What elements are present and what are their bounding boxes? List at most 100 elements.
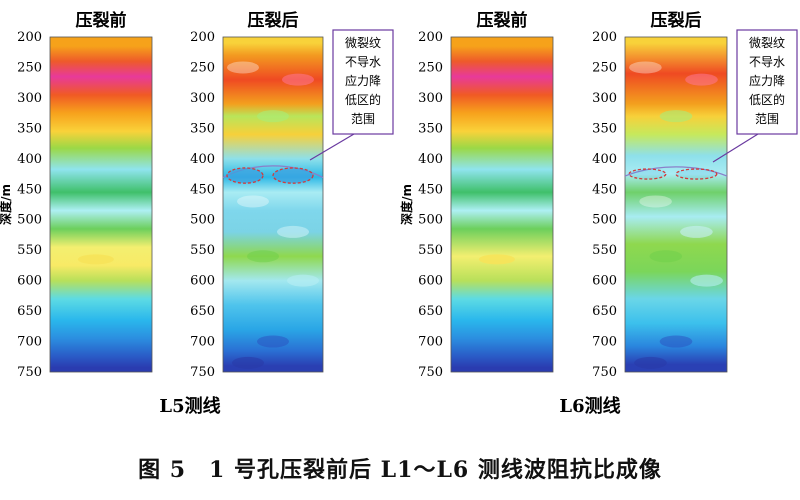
y-tick-label: 750 — [17, 365, 42, 380]
y-tick-label: 250 — [592, 60, 617, 75]
texture-blob — [227, 61, 259, 74]
impedance-image — [223, 37, 323, 372]
callout-box — [332, 29, 394, 135]
texture-blob — [287, 274, 319, 287]
y-tick-label: 350 — [17, 121, 42, 136]
y-tick-label: 250 — [190, 60, 215, 75]
y-tick-label: 700 — [592, 335, 617, 350]
y-tick-label: 400 — [17, 152, 42, 167]
y-tick-label: 300 — [17, 91, 42, 106]
impedance-image — [50, 37, 152, 372]
callout-text-line: 低区的 — [345, 92, 381, 107]
y-tick-label: 450 — [592, 182, 617, 197]
callout-text-line: 范围 — [351, 112, 375, 126]
y-tick-label: 750 — [592, 365, 617, 380]
y-tick-label: 500 — [190, 213, 215, 228]
texture-blob — [232, 356, 264, 369]
y-tick-label: 650 — [190, 304, 215, 319]
panel-after: 压裂后 200 250 300 350 400 450 500 550 600 650 700 750 微… — [592, 10, 798, 380]
line-group-5: 压裂前 200 250 300 350 400 450 500 550 600 650 700 750 深… — [0, 10, 394, 417]
callout-text-line: 范围 — [755, 112, 779, 126]
callout-text-line: 低区的 — [749, 92, 785, 107]
y-tick-label: 450 — [17, 182, 42, 197]
y-tick-label: 200 — [17, 30, 42, 45]
y-tick-label: 650 — [592, 304, 617, 319]
y-tick-label: 250 — [17, 60, 42, 75]
stress-drop-zone — [272, 167, 314, 184]
y-tick-label: 200 — [592, 30, 617, 45]
y-tick-label: 600 — [592, 274, 617, 289]
y-tick-label: 500 — [17, 213, 42, 228]
texture-blob — [478, 254, 515, 265]
y-tick-label: 400 — [592, 152, 617, 167]
y-tick-label: 700 — [17, 335, 42, 350]
texture-blob — [77, 254, 114, 265]
callout-leader — [309, 133, 355, 161]
y-tick-label: 550 — [17, 243, 42, 258]
texture-blob — [639, 195, 672, 208]
texture-blob — [629, 61, 662, 74]
texture-blob — [634, 356, 667, 369]
y-tick-label: 450 — [418, 182, 443, 197]
y-tick-label: 250 — [418, 60, 443, 75]
texture-blob — [257, 335, 289, 348]
texture-blob — [282, 73, 314, 86]
panel-title: 压裂前 — [477, 10, 528, 31]
stress-drop-zone — [628, 168, 667, 180]
texture-blob — [659, 335, 693, 348]
texture-blob — [680, 225, 713, 238]
panel-frame — [450, 36, 554, 373]
y-axis-label: 深度/m — [0, 184, 13, 225]
y-tick-label: 550 — [592, 243, 617, 258]
y-tick-label: 750 — [418, 365, 443, 380]
texture-blob — [649, 250, 683, 263]
survey-line-label: L5测线 — [159, 395, 220, 417]
y-tick-label: 350 — [418, 121, 443, 136]
stress-drop-zone — [226, 167, 264, 184]
callout-box — [736, 29, 798, 135]
y-tick-label: 700 — [418, 335, 443, 350]
y-tick-label: 300 — [190, 91, 215, 106]
panel-title: 压裂前 — [76, 10, 127, 31]
texture-blob — [277, 225, 309, 238]
y-tick-label: 700 — [190, 335, 215, 350]
y-tick-label: 650 — [17, 304, 42, 319]
texture-blob — [257, 110, 289, 123]
impedance-image — [625, 37, 727, 372]
panel-frame — [49, 36, 153, 373]
y-tick-label: 400 — [190, 152, 215, 167]
line-group-6: 压裂前 200 250 300 350 400 450 500 550 600 650 700 750 深… — [399, 10, 798, 417]
figure-canvas: 压裂前 200 250 300 350 400 450 500 550 600 650 700 750 深… — [0, 10, 798, 417]
y-tick-label: 450 — [190, 182, 215, 197]
y-tick-label: 750 — [190, 365, 215, 380]
texture-blob — [659, 110, 693, 123]
impedance-image — [451, 37, 553, 372]
y-tick-label: 350 — [190, 121, 215, 136]
callout-text-line: 微裂纹 — [345, 36, 381, 50]
y-tick-label: 550 — [190, 243, 215, 258]
y-tick-label: 400 — [418, 152, 443, 167]
y-tick-label: 500 — [592, 213, 617, 228]
texture-blob — [690, 274, 723, 287]
y-tick-label: 650 — [418, 304, 443, 319]
y-tick-label: 600 — [17, 274, 42, 289]
callout-text-line: 不导水 — [749, 55, 785, 69]
figure-caption: 图 5 1 号孔压裂前后 L1～L6 测线波阻抗比成像 — [138, 457, 662, 483]
y-tick-label: 200 — [190, 30, 215, 45]
y-tick-label: 200 — [418, 30, 443, 45]
y-tick-label: 500 — [418, 213, 443, 228]
panel-before: 压裂前 200 250 300 350 400 450 500 550 600 650 700 750 深… — [399, 10, 554, 380]
panel-title: 压裂后 — [651, 10, 702, 31]
y-tick-label: 300 — [418, 91, 443, 106]
callout-text-line: 不导水 — [345, 55, 381, 69]
y-tick-label: 600 — [190, 274, 215, 289]
texture-blob — [685, 73, 718, 86]
y-tick-label: 300 — [592, 91, 617, 106]
callout-leader — [712, 133, 759, 163]
panel-before: 压裂前 200 250 300 350 400 450 500 550 600 650 700 750 深… — [0, 10, 153, 380]
callout-text-line: 微裂纹 — [749, 36, 785, 50]
callout-text-line: 应力降 — [749, 73, 785, 88]
panel-frame — [222, 36, 324, 373]
zone-boundary — [624, 166, 728, 177]
y-tick-label: 350 — [592, 121, 617, 136]
